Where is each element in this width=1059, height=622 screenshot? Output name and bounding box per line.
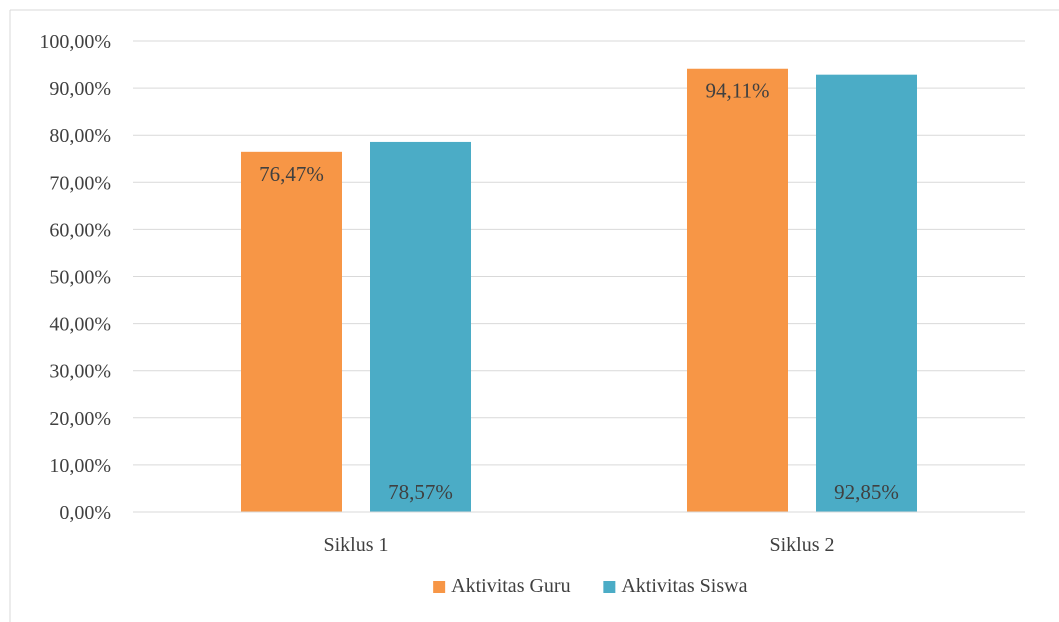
legend-swatch [603,581,616,593]
x-axis: Siklus 1 Siklus 2 [133,511,1025,556]
y-axis-tick-labels: 0,00% 10,00% 20,00% 30,00% 40,00% 50,00% 60,00… [39,31,111,524]
bar [241,151,342,512]
y-tick-label: 100,00% [39,31,111,53]
y-tick-label: 90,00% [49,78,111,100]
y-tick-label: 60,00% [49,219,111,241]
data-label: 76,47% [259,162,324,186]
y-tick-label: 0,00% [59,502,111,524]
x-tick-label: Siklus 2 [769,534,834,556]
data-label: 92,85% [834,480,899,504]
legend-swatch [433,581,446,593]
bars [241,68,917,513]
x-tick-label: Siklus 1 [323,534,388,556]
data-labels: 76,47% 78,57% 94,11% 92,85% [259,79,899,504]
y-tick-label: 70,00% [49,172,111,194]
bar [370,141,471,512]
data-label: 78,57% [388,480,453,504]
bar [816,74,917,512]
legend: Aktivitas Guru Aktivitas Siswa [433,575,748,597]
y-tick-label: 20,00% [49,408,111,430]
legend-label: Aktivitas Siswa [621,575,747,597]
y-tick-label: 40,00% [49,314,111,336]
y-tick-label: 80,00% [49,125,111,147]
y-tick-label: 50,00% [49,267,111,289]
y-tick-label: 30,00% [49,361,111,383]
y-tick-label: 10,00% [49,455,111,477]
legend-label: Aktivitas Guru [451,575,570,597]
bar [687,68,788,513]
data-label: 94,11% [706,79,770,103]
